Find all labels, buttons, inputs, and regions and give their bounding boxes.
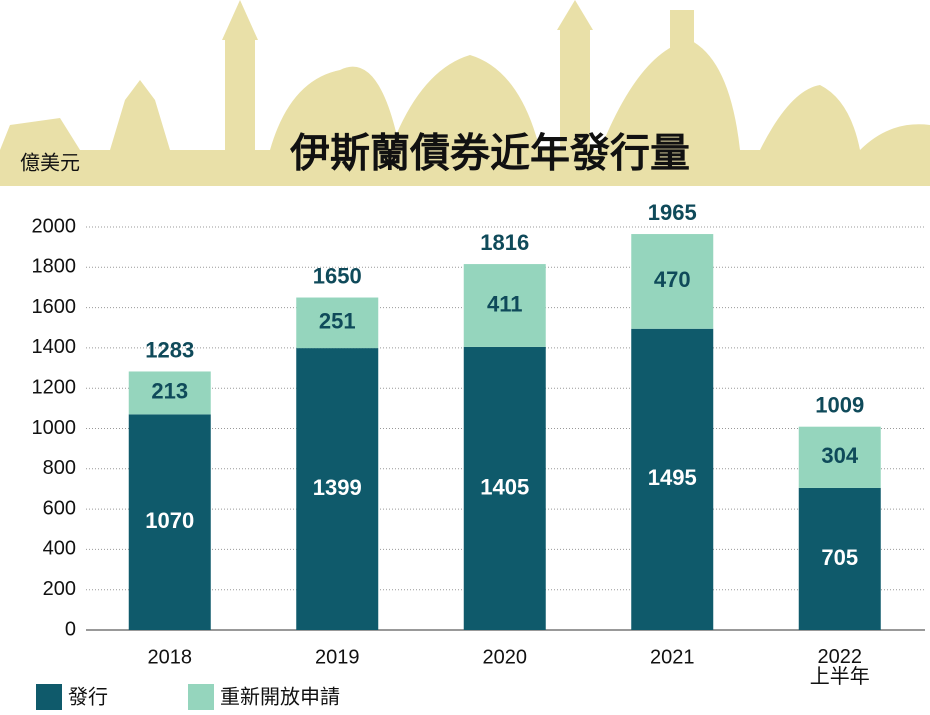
value-label: 304 <box>821 443 858 468</box>
value-label: 1070 <box>145 508 194 533</box>
y-tick-label: 2000 <box>32 215 77 237</box>
value-label: 251 <box>319 309 356 334</box>
legend-label: 發行 <box>68 685 108 708</box>
y-tick-label: 1600 <box>32 296 77 318</box>
x-tick-label: 2019 <box>315 646 360 668</box>
total-label: 1965 <box>648 200 697 225</box>
y-tick-label: 600 <box>43 497 76 519</box>
total-label: 1283 <box>145 337 194 362</box>
y-axis-label: 億美元 <box>20 151 80 174</box>
y-tick-label: 0 <box>65 618 76 640</box>
x-tick-label: 2021 <box>650 646 695 668</box>
y-tick-label: 200 <box>43 578 76 600</box>
y-tick-label: 1200 <box>32 376 77 398</box>
y-tick-label: 1400 <box>32 336 77 358</box>
value-label: 705 <box>821 545 858 570</box>
legend-swatch <box>188 684 214 710</box>
chart-title: 伊斯蘭債券近年發行量 <box>289 132 690 176</box>
legend-label: 重新開放申請 <box>220 685 340 708</box>
total-label: 1650 <box>313 263 362 288</box>
total-label: 1816 <box>480 230 529 255</box>
chart: 億美元 伊斯蘭債券近年發行量 0 200 400 600 800 1000 1200 1400… <box>0 0 930 715</box>
x-tick-label: 2020 <box>483 646 528 668</box>
total-label: 1009 <box>815 392 864 417</box>
value-label: 1495 <box>648 465 697 490</box>
y-tick-label: 800 <box>43 457 76 479</box>
x-tick-label: 2018 <box>148 646 193 668</box>
y-tick-label: 1800 <box>32 256 77 278</box>
value-label: 470 <box>654 267 691 292</box>
value-label: 411 <box>487 291 523 316</box>
value-label: 1399 <box>313 475 362 500</box>
legend-swatch <box>36 684 62 710</box>
value-label: 213 <box>151 379 188 404</box>
y-tick-label: 400 <box>43 538 76 560</box>
y-tick-label: 1000 <box>32 417 77 439</box>
value-label: 1405 <box>480 474 529 499</box>
